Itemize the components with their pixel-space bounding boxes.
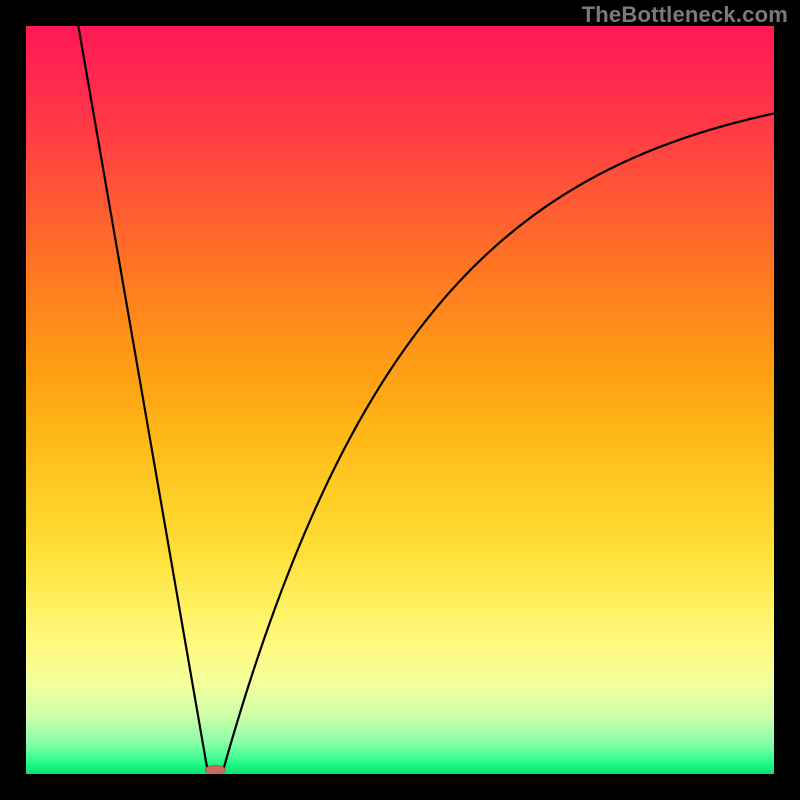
watermark-text: TheBottleneck.com xyxy=(582,2,788,28)
chart-frame: TheBottleneck.com xyxy=(0,0,800,800)
optimal-marker xyxy=(205,765,225,774)
bottleneck-chart xyxy=(0,0,800,800)
gradient-background xyxy=(26,26,774,774)
